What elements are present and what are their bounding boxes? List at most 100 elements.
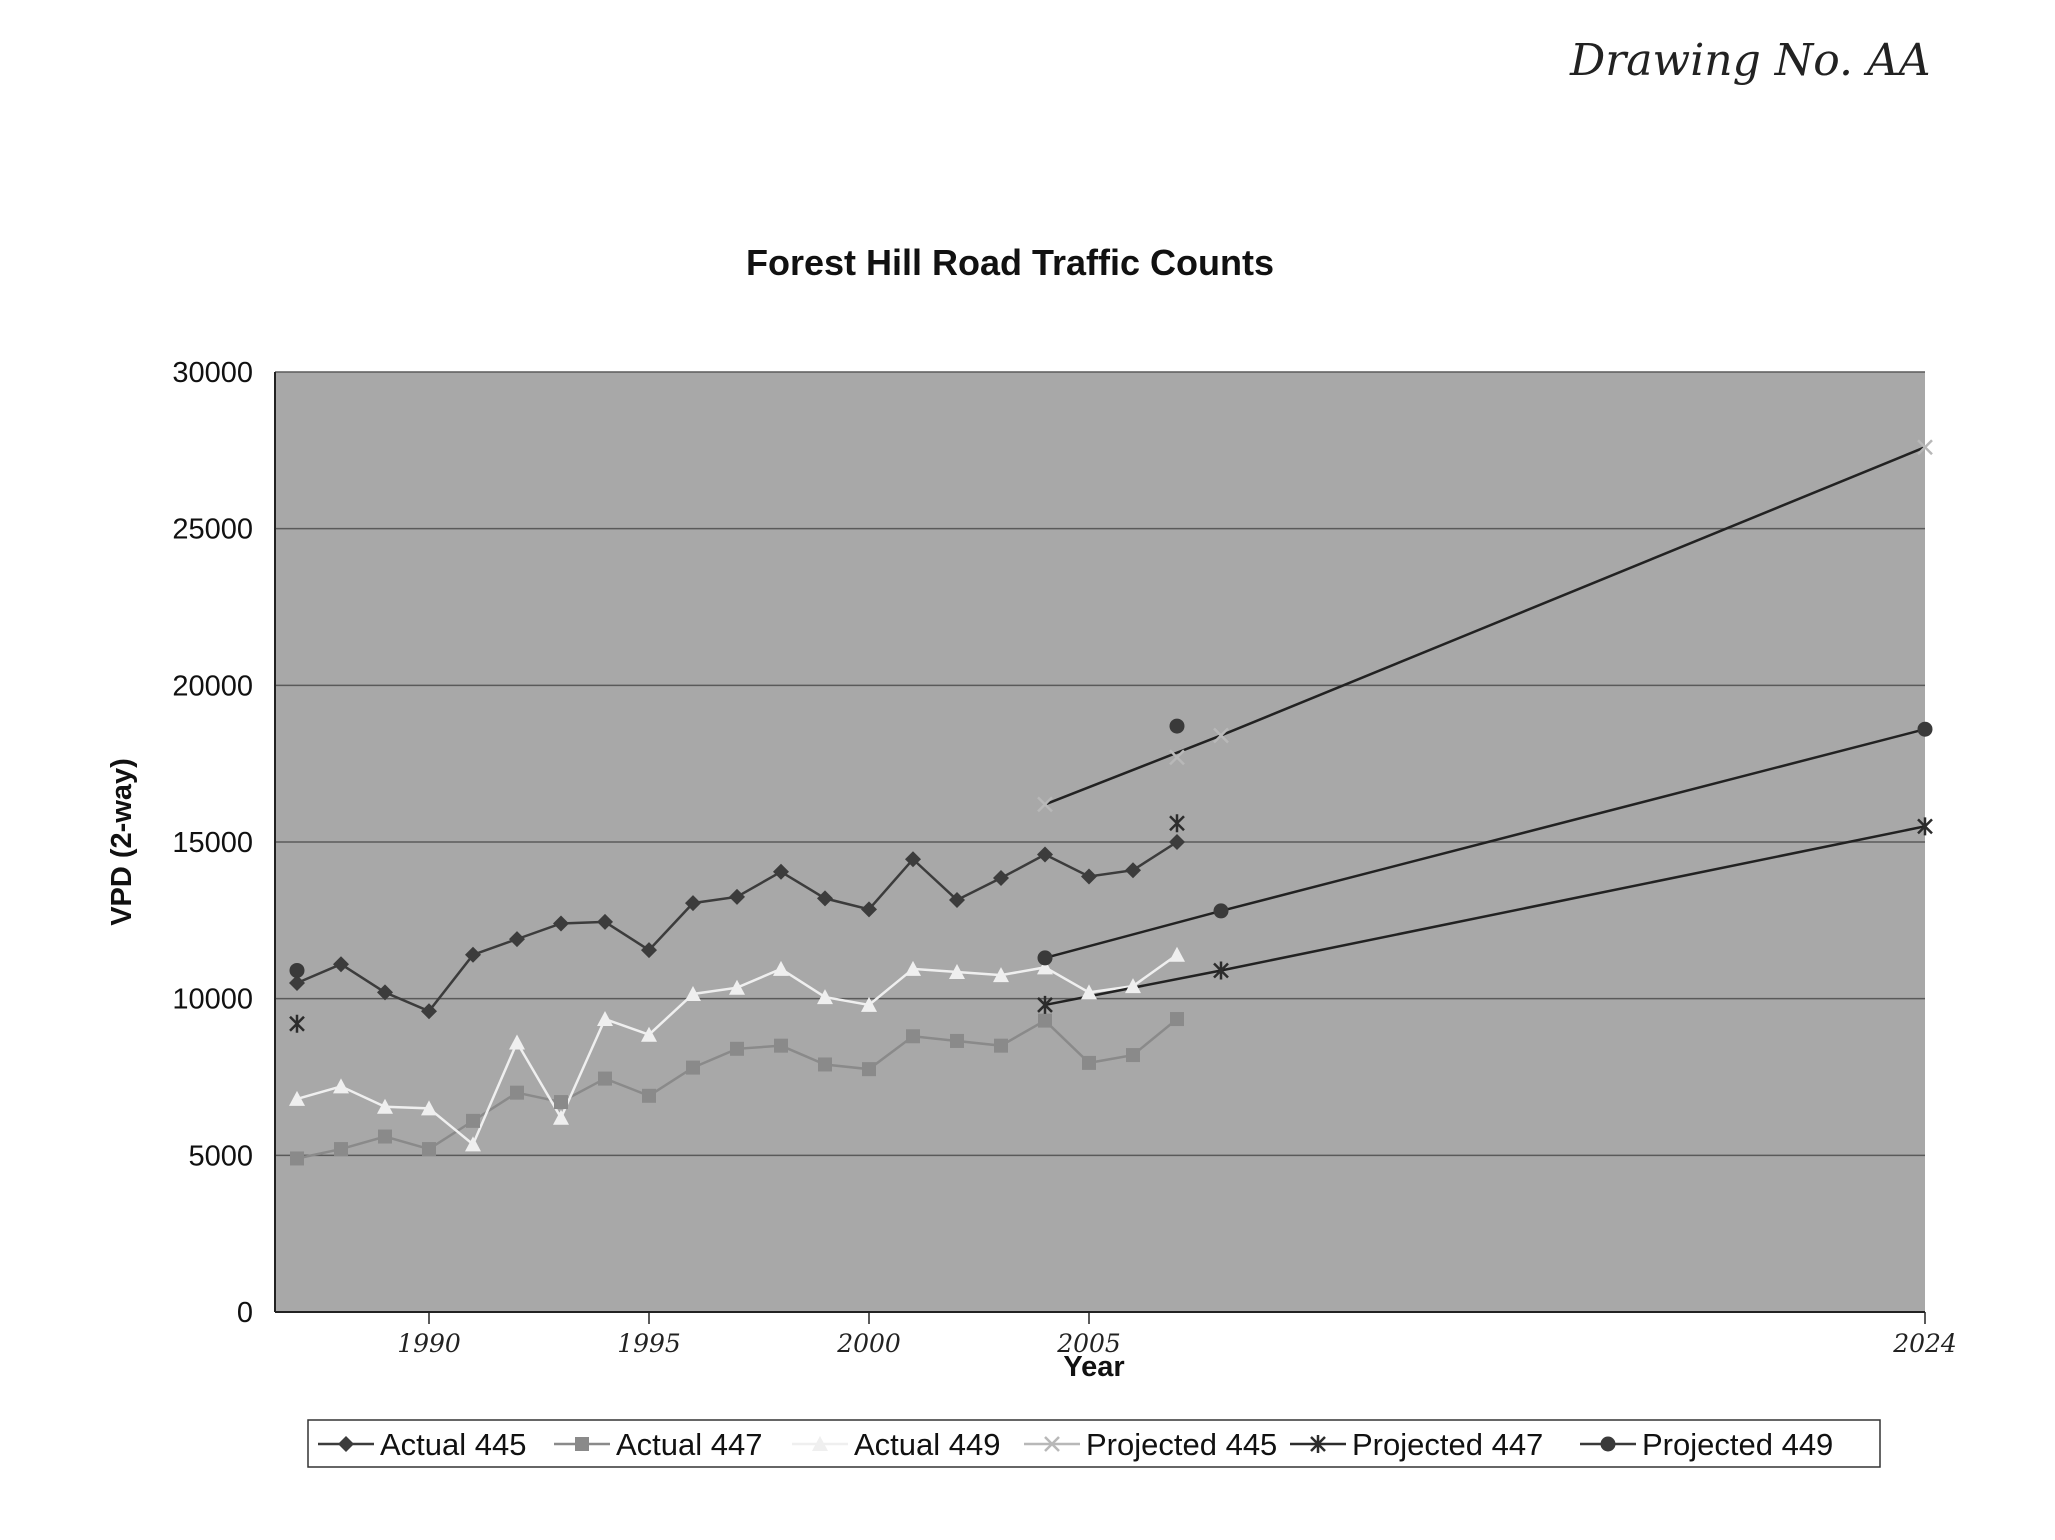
x-tick-label: 1995 bbox=[617, 1329, 681, 1358]
data-point bbox=[553, 915, 569, 932]
data-point bbox=[465, 946, 481, 963]
data-point bbox=[1037, 950, 1053, 966]
data-point bbox=[1125, 978, 1141, 994]
data-point bbox=[861, 996, 877, 1012]
data-point bbox=[465, 1136, 481, 1152]
data-point bbox=[289, 1090, 305, 1106]
data-point bbox=[509, 1034, 525, 1050]
chart-title: Forest Hill Road Traffic Counts bbox=[746, 242, 1274, 283]
data-point bbox=[1081, 984, 1097, 1000]
data-point bbox=[334, 1142, 348, 1157]
data-point bbox=[1169, 814, 1185, 833]
y-axis-ticks: 0 5000 10000 15000 20000 25000 30000 bbox=[172, 357, 253, 1329]
data-point bbox=[1169, 749, 1185, 766]
y-tick-label: 25000 bbox=[172, 514, 253, 546]
y-tick-label: 30000 bbox=[172, 357, 253, 389]
x-axis-title: Year bbox=[1063, 1351, 1124, 1383]
data-point bbox=[1213, 961, 1229, 980]
data-point bbox=[378, 1129, 392, 1144]
data-point bbox=[1126, 1048, 1140, 1063]
data-point bbox=[1213, 903, 1229, 919]
data-point bbox=[422, 1142, 436, 1157]
data-point bbox=[289, 1014, 305, 1033]
data-point bbox=[773, 960, 789, 976]
legend-item: Projected 445 bbox=[1024, 1427, 1277, 1462]
data-point bbox=[1038, 1013, 1052, 1028]
legend-item: Actual 447 bbox=[554, 1427, 763, 1462]
data-point bbox=[509, 931, 525, 948]
data-point bbox=[905, 960, 921, 976]
data-point bbox=[377, 1098, 393, 1114]
data-point bbox=[994, 1038, 1008, 1053]
data-point bbox=[553, 1109, 569, 1125]
series-markers bbox=[289, 439, 1933, 1166]
data-point bbox=[817, 989, 833, 1005]
data-point bbox=[1169, 834, 1185, 850]
x-tick-label: 2024 bbox=[1892, 1329, 1957, 1358]
legend-label: Actual 445 bbox=[380, 1427, 527, 1462]
data-point bbox=[597, 1011, 613, 1027]
data-point bbox=[905, 851, 921, 868]
data-point bbox=[1037, 846, 1053, 863]
data-point bbox=[1917, 721, 1933, 737]
data-point bbox=[1125, 862, 1141, 879]
data-point bbox=[598, 1071, 612, 1086]
legend-label: Actual 449 bbox=[854, 1427, 1001, 1462]
legend-item: Projected 447 bbox=[1290, 1427, 1543, 1462]
legend-items: Actual 445 Actual 447 Actual 449 Projected … bbox=[318, 1427, 1833, 1462]
data-point bbox=[730, 1041, 744, 1056]
data-point bbox=[950, 1033, 964, 1048]
data-point bbox=[290, 1151, 304, 1166]
legend-label: Projected 449 bbox=[1642, 1427, 1833, 1462]
y-tick-label: 0 bbox=[237, 1297, 253, 1329]
legend-label: Projected 447 bbox=[1352, 1427, 1543, 1462]
x-tick-label: 1990 bbox=[397, 1329, 461, 1358]
data-point bbox=[993, 870, 1009, 887]
data-point bbox=[554, 1095, 568, 1110]
data-point bbox=[949, 964, 965, 980]
legend-item: Actual 445 bbox=[318, 1427, 527, 1462]
data-point bbox=[729, 979, 745, 995]
data-point bbox=[1917, 439, 1933, 456]
data-point bbox=[466, 1113, 480, 1128]
data-point bbox=[774, 1038, 788, 1053]
data-point bbox=[993, 967, 1009, 983]
data-point bbox=[817, 890, 833, 907]
data-point bbox=[729, 888, 745, 905]
legend-marker bbox=[575, 1437, 589, 1451]
data-point bbox=[642, 1088, 656, 1103]
legend-marker bbox=[1044, 1436, 1060, 1452]
data-point bbox=[1037, 796, 1053, 813]
data-point bbox=[1037, 995, 1053, 1014]
legend-marker bbox=[1600, 1436, 1616, 1452]
data-point bbox=[949, 891, 965, 908]
data-point bbox=[421, 1003, 437, 1020]
data-point bbox=[685, 895, 701, 912]
data-point bbox=[1037, 959, 1053, 975]
data-point bbox=[1169, 946, 1185, 962]
data-point bbox=[861, 901, 877, 918]
data-point bbox=[641, 942, 657, 959]
x-tick-label: 2000 bbox=[836, 1329, 901, 1358]
legend-marker bbox=[338, 1436, 354, 1452]
legend-marker bbox=[1310, 1435, 1326, 1453]
data-point bbox=[377, 984, 393, 1001]
legend-label: Actual 447 bbox=[616, 1427, 763, 1462]
data-point bbox=[333, 1078, 349, 1094]
data-point bbox=[289, 962, 305, 978]
legend-label: Projected 445 bbox=[1086, 1427, 1277, 1462]
legend-marker bbox=[812, 1436, 828, 1451]
data-point bbox=[862, 1062, 876, 1077]
data-point bbox=[597, 913, 613, 930]
data-point bbox=[510, 1085, 524, 1100]
data-point bbox=[818, 1057, 832, 1072]
data-point bbox=[1169, 718, 1185, 734]
data-point bbox=[1082, 1055, 1096, 1070]
data-point bbox=[1917, 817, 1933, 836]
drawing-number-annotation: Drawing No. AA bbox=[1569, 35, 1931, 86]
data-point bbox=[1170, 1012, 1184, 1027]
data-point bbox=[289, 975, 305, 991]
y-tick-label: 20000 bbox=[172, 670, 253, 702]
legend-item: Projected 449 bbox=[1580, 1427, 1833, 1462]
data-point bbox=[773, 863, 789, 880]
